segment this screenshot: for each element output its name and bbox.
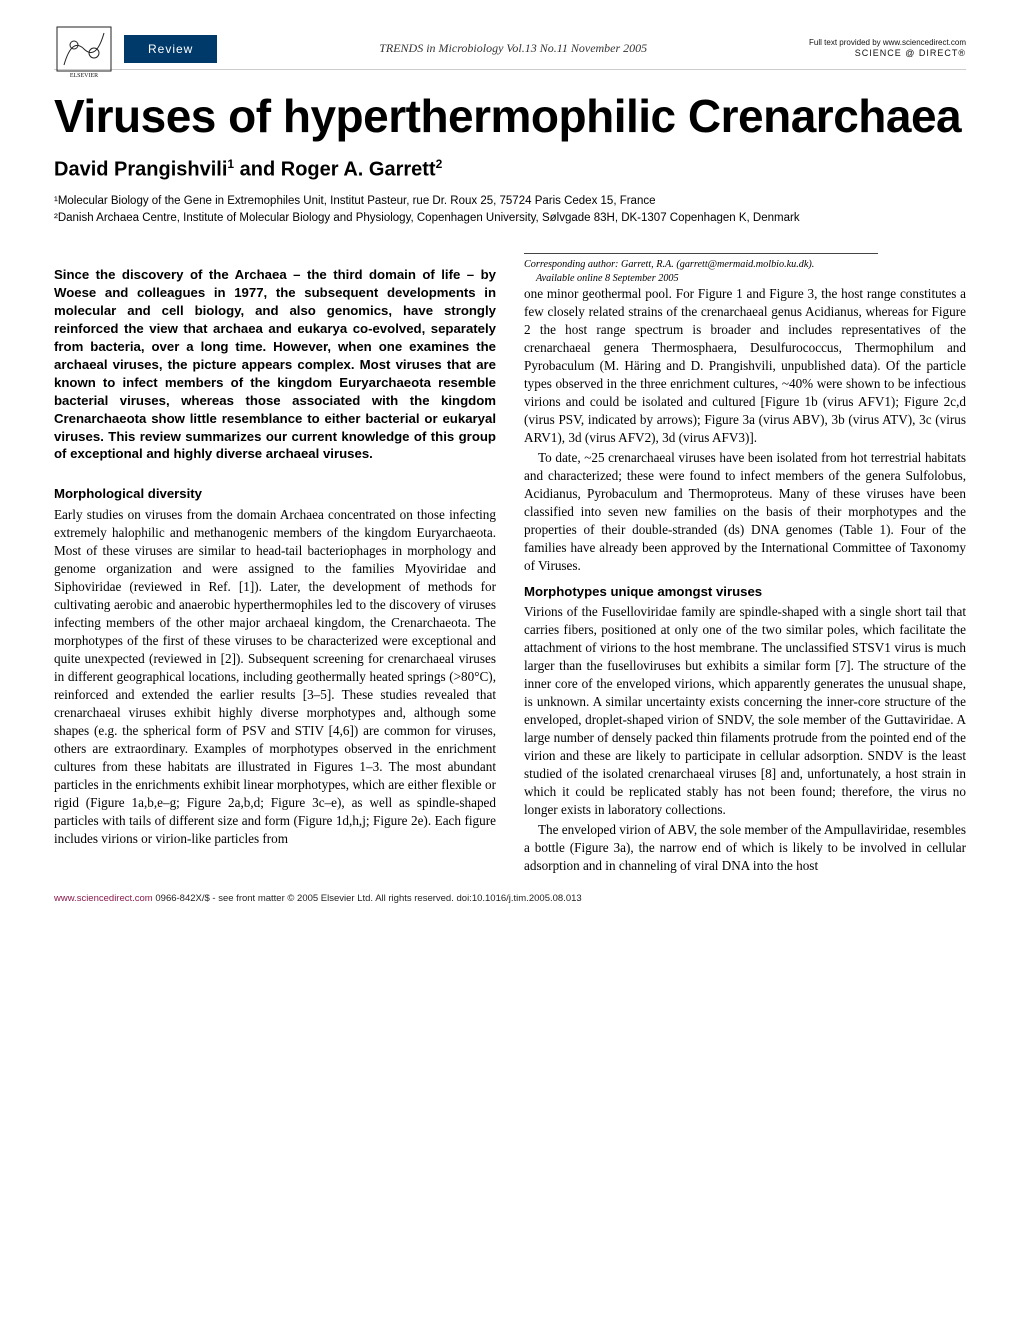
article-title: Viruses of hyperthermophilic Crenarchaea xyxy=(54,92,966,141)
page-root: ELSEVIER Review TRENDS in Microbiology V… xyxy=(0,0,1020,938)
affiliations: ¹Molecular Biology of the Gene in Extrem… xyxy=(54,193,966,226)
corresponding-author-block: Corresponding author: Garrett, R.A. (gar… xyxy=(524,253,878,286)
body-columns: Since the discovery of the Archaea – the… xyxy=(54,253,966,875)
journal-info: TRENDS in Microbiology Vol.13 No.11 Nove… xyxy=(217,41,809,56)
affiliation-1: ¹Molecular Biology of the Gene in Extrem… xyxy=(54,193,966,210)
para-col2-2: To date, ~25 crenarchaeal viruses have b… xyxy=(524,449,966,575)
para-morpho-1: Early studies on viruses from the domain… xyxy=(54,506,496,847)
heading-morphological-diversity: Morphological diversity xyxy=(54,485,496,503)
footer: www.sciencedirect.com 0966-842X/$ - see … xyxy=(54,893,966,904)
footer-url[interactable]: www.sciencedirect.com xyxy=(54,893,153,904)
authors: David Prangishvili1 and Roger A. Garrett… xyxy=(54,157,966,182)
para-unique-2: The enveloped virion of ABV, the sole me… xyxy=(524,821,966,875)
sciencedirect-logo: SCIENCE @ DIRECT® xyxy=(809,48,966,59)
fulltext-line: Full text provided by www.sciencedirect.… xyxy=(809,38,966,48)
available-online-line: Available online 8 September 2005 xyxy=(524,272,878,286)
elsevier-logo: ELSEVIER xyxy=(54,25,114,79)
affiliation-2: ²Danish Archaea Centre, Institute of Mol… xyxy=(54,210,966,227)
svg-text:ELSEVIER: ELSEVIER xyxy=(70,73,98,79)
heading-morphotypes-unique: Morphotypes unique amongst viruses xyxy=(524,583,966,601)
sciencedirect-box: Full text provided by www.sciencedirect.… xyxy=(809,38,966,58)
corresponding-line: Corresponding author: Garrett, R.A. (gar… xyxy=(524,258,878,272)
header-bar: ELSEVIER Review TRENDS in Microbiology V… xyxy=(54,28,966,70)
footer-rights: 0966-842X/$ - see front matter © 2005 El… xyxy=(153,893,582,904)
para-unique-1: Virions of the Fuselloviridae family are… xyxy=(524,603,966,818)
abstract: Since the discovery of the Archaea – the… xyxy=(54,266,496,463)
para-col2-1: one minor geothermal pool. For Figure 1 … xyxy=(524,285,966,447)
review-badge: Review xyxy=(124,35,217,63)
